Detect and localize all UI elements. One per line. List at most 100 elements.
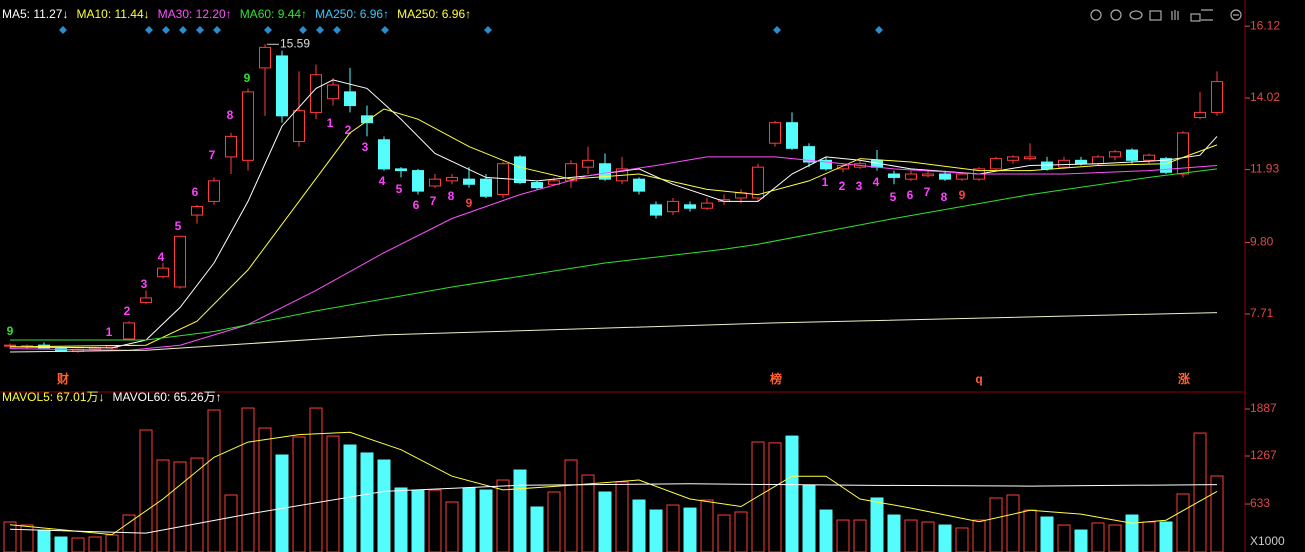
candle-body [276,55,288,117]
candle-body [650,204,662,216]
candle-body [327,84,339,100]
candle-body [1177,132,1189,175]
candle-body [1160,158,1172,173]
volume-bar [37,529,51,552]
candle-body [310,74,322,113]
td-count: 9 [244,71,251,85]
y-tick-label: 9.80 [1250,235,1274,249]
volume-bar [88,536,102,552]
candle-body [293,110,305,142]
toolbar[interactable] [1090,9,1242,22]
candle-body [123,322,135,340]
volume-bar [1074,529,1088,552]
volume-bar [190,457,204,552]
volume-bar [836,519,850,552]
td-count: 6 [413,198,420,212]
volume-bar [615,481,629,552]
candle-body [208,180,220,202]
td-count: 1 [822,175,829,189]
candle-body [1058,159,1070,168]
legend-item: MAVOL5: 67.01万↓ [2,390,105,404]
event-marker: 财 [56,371,69,386]
volume-bar [904,519,918,552]
candle-body [1143,154,1155,161]
volume-bar [921,521,935,552]
volume-bar [411,489,425,552]
volume-bar [241,407,255,552]
volume-bar [649,509,663,552]
volume-bar [360,452,374,552]
candle-body [395,168,407,172]
volume-bar [377,459,391,552]
volume-bar [1108,524,1122,552]
volume-bar [802,484,816,552]
volume-bar [156,459,170,552]
td-count: 7 [924,185,931,199]
td-count: 5 [175,219,182,233]
volume-bar [700,499,714,552]
td-count: 1 [106,325,113,339]
volume-bar [751,441,765,552]
candle-body [1126,149,1138,161]
volume-bar [292,436,306,552]
candle-body [786,122,798,149]
candle-body [446,176,458,182]
volume-bar [666,504,680,552]
candle-body [157,267,169,278]
candle-body [769,122,781,144]
volume-bar [258,427,272,552]
candle-body [1075,159,1087,165]
volume-bar [1091,522,1105,552]
candle-body [1092,156,1104,165]
volume-bar [394,487,408,552]
volume-bar [122,514,136,552]
volume-bar [428,489,442,552]
candle-body [1194,111,1206,119]
candle-body [837,164,849,170]
volume-bar [1159,521,1173,552]
candle-body [361,115,373,124]
volume-bar [785,435,799,552]
volume-bar [3,521,17,552]
volume-bar [20,524,34,552]
volume-bar [1006,494,1020,552]
td-count: 7 [430,194,437,208]
candle-body [1007,156,1019,161]
y-tick-label: 633 [1250,496,1270,510]
ma-line [9,312,1218,353]
candle-body [701,202,713,209]
volume-bar [1040,516,1054,552]
candle-body [956,173,968,180]
volume-bar [105,534,119,552]
candle-body [225,135,237,158]
td-count: 6 [907,188,914,202]
volume-bar [1057,524,1071,552]
volume-bar [734,511,748,552]
td-count: 1 [327,116,334,130]
volume-bar [445,501,459,552]
candle-body [412,170,424,192]
event-marker: 榜 [770,371,782,386]
volume-bar [496,479,510,552]
volume-bar [54,536,68,552]
volume-bar [1210,475,1224,552]
legend-item: MA5: 11.27↓ [2,7,68,21]
candle-body [888,173,900,178]
candle-body [259,46,271,69]
volume-bar [564,459,578,552]
candle-body [429,178,441,187]
volume-bar [955,527,969,552]
y-tick-label: 7.71 [1250,306,1274,320]
candle-body [463,178,475,185]
candle-body [820,159,832,170]
volume-bar [343,444,357,552]
td-count: 4 [158,250,165,264]
event-marker: q [975,372,982,386]
legend-item: MA250: 6.96↑ [397,7,471,21]
volume-bar [989,497,1003,552]
volume-bar [224,494,238,552]
candle-body [191,206,203,216]
high-label: 15.59 [280,36,310,50]
candle-body [684,204,696,209]
